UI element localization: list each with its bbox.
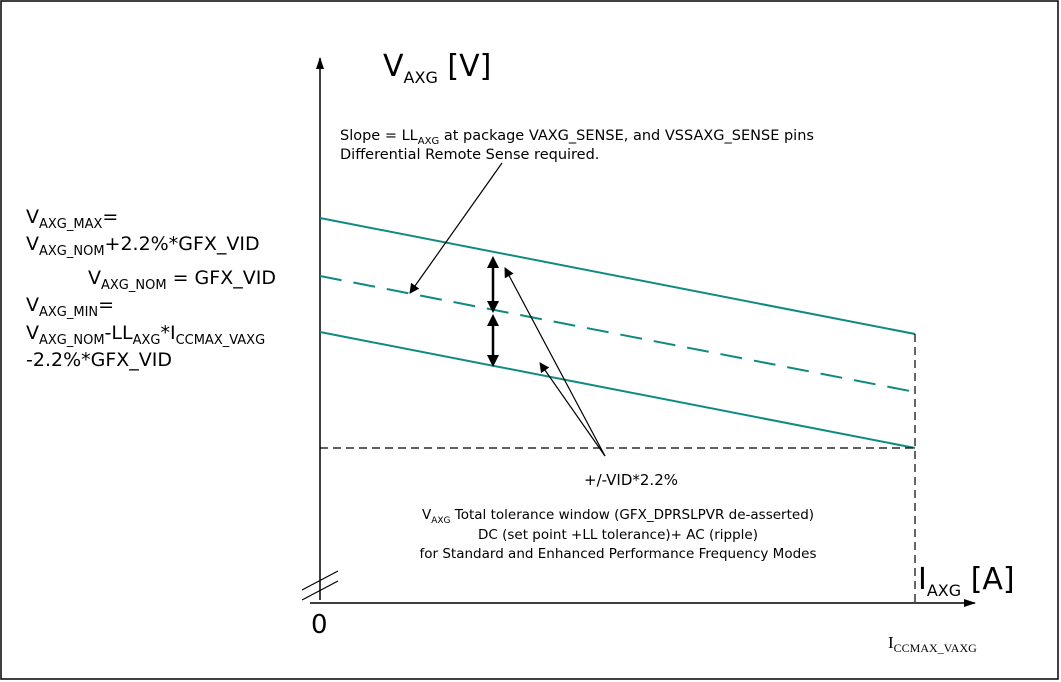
vmax-line (319, 217, 916, 335)
x-axis-title: IAXG [A] (918, 562, 1015, 600)
slope-callout-arrow (409, 162, 503, 294)
vmin-line (319, 331, 916, 449)
slope-note-line1: Slope = LLAXG at package VAXG_SENSE, and… (340, 128, 814, 147)
vmin-label-line3: -2.2%*GFX_VID (26, 349, 172, 371)
axis-break-mark (301, 570, 339, 591)
window-note-line3: for Standard and Enhanced Performance Fr… (420, 546, 817, 562)
vnom-label: VAXG_NOM = GFX_VID (88, 267, 276, 293)
tolerance-callout-arrow-upper (504, 267, 606, 457)
slope-note-line2: Differential Remote Sense required. (340, 147, 599, 163)
vmax-label-line2: VAXG_NOM+2.2%*GFX_VID (26, 233, 260, 259)
tolerance-label: +/-VID*2.2% (584, 471, 678, 489)
axis-break-mark (301, 580, 339, 601)
y-axis-title: VAXG [V] (383, 49, 491, 87)
vmin-label-line2: VAXG_NOM-LLAXG*ICCMAX_VAXG (26, 322, 265, 348)
tolerance-arrow-lower (487, 314, 499, 367)
origin-label: 0 (311, 610, 328, 640)
vmin-label-line1: VAXG_MIN= (26, 294, 114, 320)
tolerance-arrow-upper (487, 256, 499, 313)
window-note-line2: DC (set point +LL tolerance)+ AC (ripple… (478, 527, 758, 543)
vnom-line (319, 275, 916, 393)
tolerance-callout-arrow-lower (539, 362, 606, 457)
vmax-label-line1: VAXG_MAX= (26, 206, 118, 232)
window-note-line1: VAXG Total tolerance window (GFX_DPRSLPV… (422, 507, 814, 526)
iccmax-tick-label: ICCMAX_VAXG (888, 633, 977, 655)
